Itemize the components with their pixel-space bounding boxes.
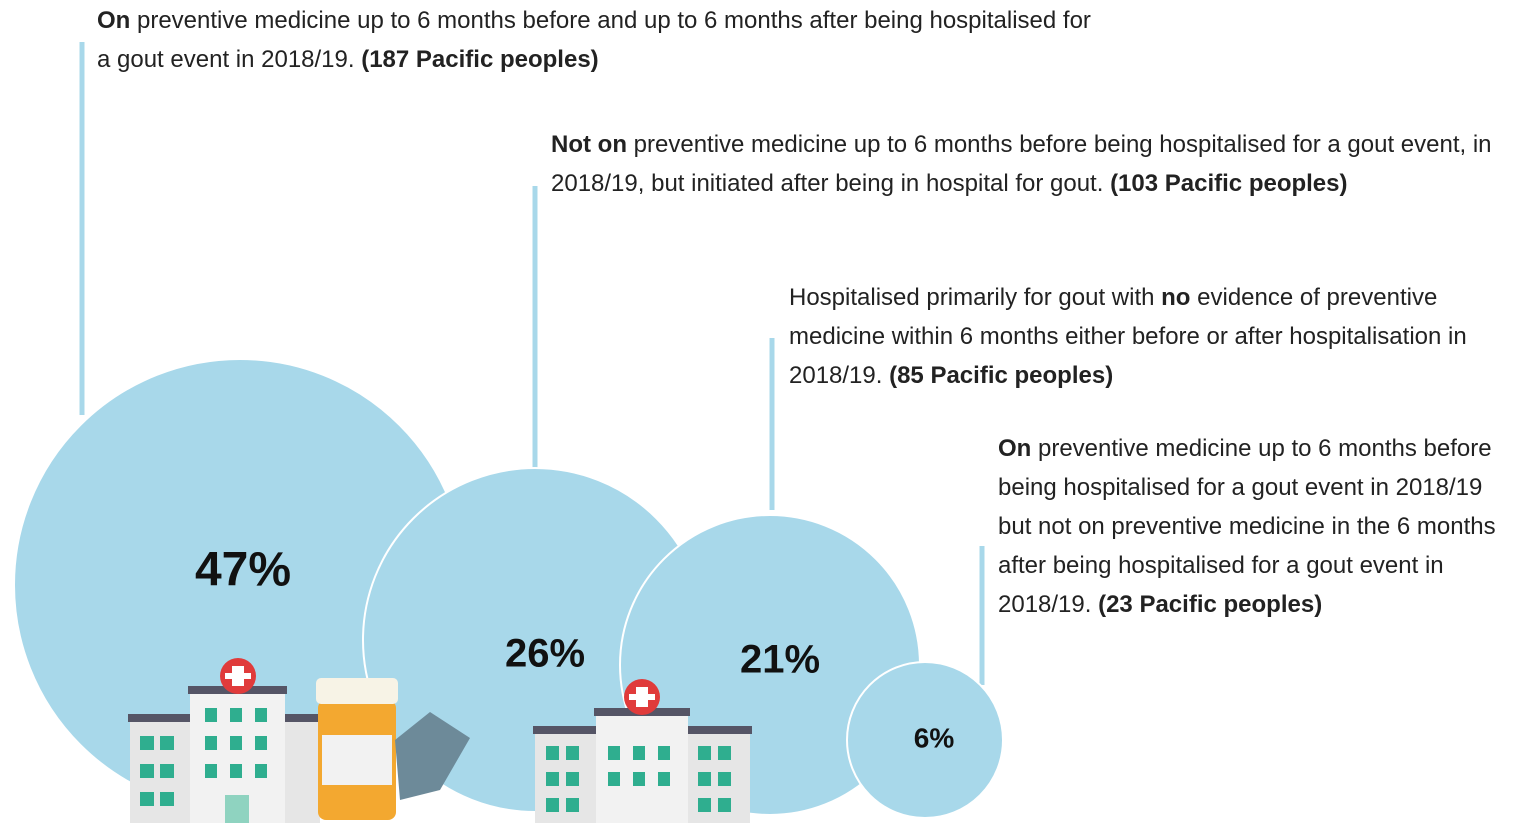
bold-text: (103 Pacific peoples) [1110,170,1347,197]
annotation: Not on preventive medicine up to 6 month… [551,125,1501,203]
annotation: Hospitalised primarily for gout with no … [789,278,1479,395]
page: 47% 26% 21% 6% On preventive medicine up… [0,0,1518,823]
bold-text: (85 Pacific peoples) [889,362,1113,389]
bold-text: (23 Pacific peoples) [1098,591,1322,618]
percent-label: 6% [914,722,955,753]
percent-label: 26% [505,632,585,676]
infographic: 47% 26% 21% 6% [0,0,1518,823]
bold-text: no [1161,284,1190,311]
bold-text: (187 Pacific peoples) [361,46,598,73]
percent-label: 47% [195,544,291,597]
text: preventive medicine up to 6 months befor… [551,131,1498,197]
bold-text: Not on [551,131,627,158]
bold-text: On [998,435,1031,462]
annotation: On preventive medicine up to 6 months be… [998,429,1503,624]
text: Hospitalised primarily for gout with [789,284,1161,311]
percent-label: 21% [740,638,820,682]
annotation: On preventive medicine up to 6 months be… [97,1,1107,79]
bold-text: On [97,7,130,34]
